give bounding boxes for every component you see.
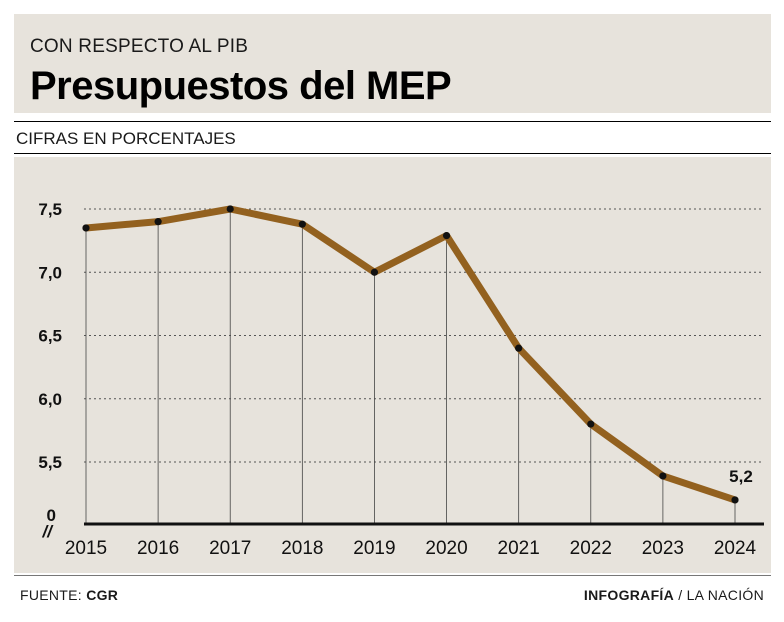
- x-tick-label: 2017: [209, 538, 251, 559]
- line-chart: 0 // 5,5 6,0 6,5 7,0 7,5 2015 2016 2017 2018 201…: [38, 200, 764, 559]
- y-tick-label: 7,0: [38, 263, 62, 282]
- units-label: CIFRAS EN PORCENTAJES: [16, 129, 236, 148]
- x-tick-label: 2016: [137, 538, 179, 559]
- credit-bold: INFOGRAFÍA: [583, 587, 675, 603]
- series-line: [82, 205, 739, 504]
- x-tick-label: 2023: [642, 538, 684, 559]
- x-tick-label: 2019: [353, 538, 395, 559]
- data-point: [298, 220, 306, 228]
- source-name: CGR: [86, 587, 119, 603]
- chart-title: Presupuestos del MEP: [30, 64, 452, 108]
- data-point: [659, 472, 667, 480]
- x-tick-label: 2024: [714, 538, 757, 559]
- source-prefix: FUENTE:: [20, 587, 87, 603]
- footer: FUENTE: CGR INFOGRAFÍA / LA NACIÓN: [0, 584, 784, 606]
- axis-break-symbol: //: [42, 522, 55, 541]
- data-point: [226, 205, 234, 213]
- y-tick-zero-label: 0: [47, 506, 56, 525]
- data-point: [82, 224, 90, 232]
- data-point: [515, 344, 523, 352]
- y-tick-label: 6,5: [38, 327, 62, 346]
- y-tick-label: 5,5: [38, 453, 62, 472]
- x-tick-label: 2021: [498, 538, 540, 559]
- x-tick-label: 2020: [425, 538, 467, 559]
- x-tick-label: 2022: [570, 538, 612, 559]
- x-tick-label: 2015: [65, 538, 107, 559]
- data-point: [731, 496, 739, 504]
- data-point: [370, 268, 379, 276]
- data-point: [154, 218, 162, 226]
- header-panel: CON RESPECTO AL PIB Presupuestos del MEP: [14, 14, 771, 113]
- data-point: [587, 420, 595, 428]
- y-tick-label: 6,0: [38, 390, 62, 409]
- x-tick-label: 2018: [281, 538, 323, 559]
- data-label: 5,2: [729, 467, 753, 486]
- data-point: [442, 231, 451, 240]
- source-credit: FUENTE: CGR: [20, 587, 118, 603]
- y-tick-label: 7,5: [38, 200, 62, 219]
- bottom-divider: [14, 575, 771, 576]
- units-divider: [14, 153, 771, 154]
- top-divider: [14, 121, 771, 122]
- chart-subtitle: CON RESPECTO AL PIB: [30, 36, 249, 57]
- publisher-credit: INFOGRAFÍA / LA NACIÓN: [584, 587, 764, 603]
- credit-rest: / LA NACIÓN: [674, 587, 764, 603]
